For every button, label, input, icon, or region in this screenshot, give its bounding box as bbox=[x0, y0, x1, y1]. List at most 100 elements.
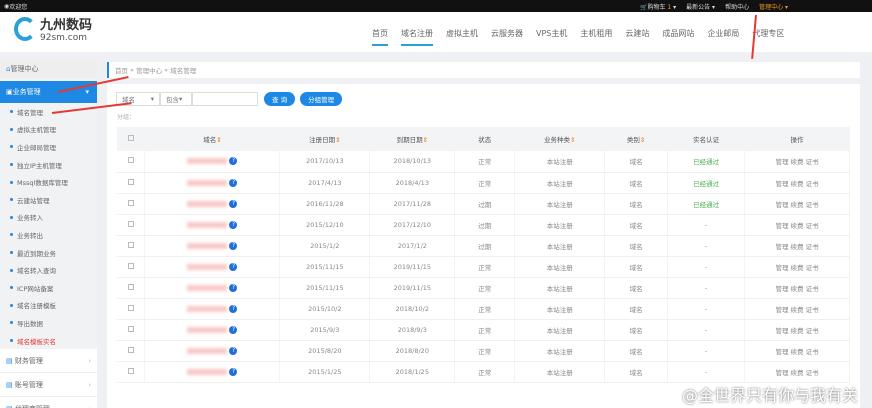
nav-item[interactable]: 企业邮局 bbox=[707, 29, 740, 38]
nav-item[interactable]: 主机租用 bbox=[580, 29, 613, 38]
help-icon[interactable]: ? bbox=[229, 367, 238, 376]
domain-cell[interactable]: ? bbox=[144, 151, 281, 173]
action-link[interactable]: 续费 bbox=[790, 179, 804, 188]
row-checkbox[interactable] bbox=[117, 319, 146, 341]
help-icon[interactable]: ? bbox=[229, 283, 238, 292]
domain-cell[interactable]: ? bbox=[144, 214, 281, 236]
help-icon[interactable]: ? bbox=[229, 304, 238, 313]
row-checkbox[interactable] bbox=[117, 340, 146, 362]
domain-cell[interactable]: ? bbox=[144, 340, 281, 362]
help-icon[interactable]: ? bbox=[229, 199, 238, 208]
help-icon[interactable]: ? bbox=[229, 262, 238, 271]
action-link[interactable]: 管理 bbox=[775, 368, 789, 377]
sort-icon[interactable]: ⇕ bbox=[216, 136, 222, 144]
column-header[interactable]: 域名⇕ bbox=[144, 127, 280, 151]
sidebar-item[interactable]: 业务转出 bbox=[0, 226, 97, 244]
sidebar-item[interactable]: 虚拟主机管理 bbox=[0, 121, 97, 139]
action-link[interactable]: 续费 bbox=[790, 305, 804, 314]
column-header[interactable]: 业务种类⇕ bbox=[514, 127, 605, 151]
sidebar-item[interactable]: 最近到期业务 bbox=[0, 244, 97, 262]
row-checkbox[interactable] bbox=[117, 256, 146, 278]
sidebar-item[interactable]: 域名管理 bbox=[0, 103, 97, 121]
domain-cell[interactable]: ? bbox=[144, 193, 281, 215]
operator-select[interactable]: 包含 ▾ bbox=[160, 92, 192, 106]
nav-item[interactable]: 成品网站 bbox=[662, 29, 695, 38]
nav-item[interactable]: 虚拟主机 bbox=[446, 29, 478, 38]
sidebar-item[interactable]: 云建站管理 bbox=[0, 191, 97, 209]
sort-icon[interactable]: ⇕ bbox=[422, 136, 429, 144]
help-icon[interactable]: ? bbox=[229, 220, 238, 229]
domain-cell[interactable]: ? bbox=[144, 319, 281, 341]
sort-icon[interactable]: ⇕ bbox=[569, 136, 576, 144]
row-checkbox[interactable] bbox=[117, 361, 146, 383]
help-icon[interactable]: ? bbox=[229, 157, 238, 166]
action-link[interactable]: 续费 bbox=[790, 158, 804, 167]
sidebar-item[interactable]: 域名注册模板 bbox=[0, 297, 97, 315]
sidebar-business[interactable]: ▣ 业务管理 ▾ bbox=[0, 81, 97, 103]
help-icon[interactable]: ? bbox=[229, 325, 238, 334]
sidebar-item[interactable]: 业务转入 bbox=[0, 209, 97, 227]
action-link[interactable]: 证书 bbox=[805, 200, 819, 209]
row-checkbox[interactable] bbox=[117, 277, 146, 299]
domain-cell[interactable]: ? bbox=[144, 361, 281, 383]
crumb-admin[interactable]: 管理中心 bbox=[136, 67, 163, 75]
action-link[interactable]: 续费 bbox=[790, 347, 804, 356]
domain-cell[interactable]: ? bbox=[144, 235, 281, 257]
action-link[interactable]: 管理 bbox=[775, 347, 789, 356]
sidebar-item[interactable]: 域名转入查询 bbox=[0, 261, 97, 279]
column-header[interactable]: 类别⇕ bbox=[604, 127, 668, 151]
sidebar-item[interactable]: ICP网站备案 bbox=[0, 279, 97, 297]
sort-icon[interactable]: ⇕ bbox=[335, 136, 341, 144]
sidebar-item[interactable]: 域名模板实名 bbox=[0, 332, 97, 350]
action-link[interactable]: 证书 bbox=[805, 179, 819, 188]
action-link[interactable]: 续费 bbox=[790, 221, 804, 230]
admin-center-link[interactable]: 管理中心 ▾ bbox=[759, 3, 788, 11]
sidebar-item[interactable]: Mssql数据库管理 bbox=[0, 173, 97, 191]
sidebar-home[interactable]: ⌂ 管理中心 bbox=[0, 60, 97, 78]
sidebar-item[interactable]: 企业邮局管理 bbox=[0, 138, 97, 156]
logo[interactable]: 九州数码 92sm.com bbox=[14, 14, 92, 43]
help-icon[interactable]: ? bbox=[229, 241, 238, 250]
action-link[interactable]: 管理 bbox=[775, 179, 789, 188]
query-button[interactable]: 查 询 bbox=[264, 92, 296, 106]
action-link[interactable]: 证书 bbox=[805, 221, 819, 230]
action-link[interactable]: 证书 bbox=[805, 263, 819, 272]
search-input[interactable] bbox=[192, 92, 258, 106]
sidebar-item[interactable]: 独立IP主机管理 bbox=[0, 156, 97, 174]
action-link[interactable]: 管理 bbox=[775, 158, 789, 167]
row-checkbox[interactable] bbox=[117, 193, 146, 215]
action-link[interactable]: 证书 bbox=[805, 284, 819, 293]
crumb-home[interactable]: 首页 bbox=[115, 67, 128, 75]
action-link[interactable]: 证书 bbox=[805, 158, 819, 167]
nav-item[interactable]: 云服务器 bbox=[491, 29, 523, 38]
domain-cell[interactable]: ? bbox=[144, 277, 281, 299]
column-header[interactable]: 注册日期⇕ bbox=[279, 127, 370, 151]
action-link[interactable]: 管理 bbox=[775, 200, 789, 209]
nav-item[interactable]: 代理专区 bbox=[752, 29, 785, 38]
help-icon[interactable]: ? bbox=[229, 178, 238, 187]
action-link[interactable]: 续费 bbox=[790, 200, 804, 209]
action-link[interactable]: 管理 bbox=[775, 263, 789, 272]
row-checkbox[interactable] bbox=[117, 214, 146, 236]
help-link[interactable]: 帮助中心 bbox=[725, 3, 750, 11]
sidebar-group[interactable]: ▤ 代理商管理 › bbox=[0, 397, 97, 408]
action-link[interactable]: 证书 bbox=[805, 326, 819, 335]
notice-link[interactable]: 最新公告 ▾ bbox=[686, 3, 716, 11]
field-select[interactable]: 域名 ▾ bbox=[116, 92, 160, 106]
domain-cell[interactable]: ? bbox=[144, 256, 281, 278]
row-checkbox[interactable] bbox=[117, 172, 146, 194]
action-link[interactable]: 证书 bbox=[805, 242, 819, 251]
action-link[interactable]: 证书 bbox=[805, 347, 819, 356]
nav-item[interactable]: VPS主机 bbox=[536, 29, 568, 38]
nav-item[interactable]: 域名注册 bbox=[401, 28, 433, 46]
sidebar-group[interactable]: ▤ 账号管理 › bbox=[0, 373, 97, 398]
sort-icon[interactable]: ⇕ bbox=[639, 136, 646, 144]
row-checkbox[interactable] bbox=[117, 235, 146, 257]
action-link[interactable]: 续费 bbox=[790, 242, 804, 251]
column-header[interactable]: 到期日期⇕ bbox=[369, 127, 455, 151]
sidebar-group[interactable]: ▤ 财务管理 › bbox=[0, 349, 97, 374]
action-link[interactable]: 续费 bbox=[790, 368, 804, 377]
select-all-checkbox[interactable] bbox=[117, 127, 145, 151]
action-link[interactable]: 证书 bbox=[805, 305, 819, 314]
action-link[interactable]: 管理 bbox=[775, 242, 789, 251]
